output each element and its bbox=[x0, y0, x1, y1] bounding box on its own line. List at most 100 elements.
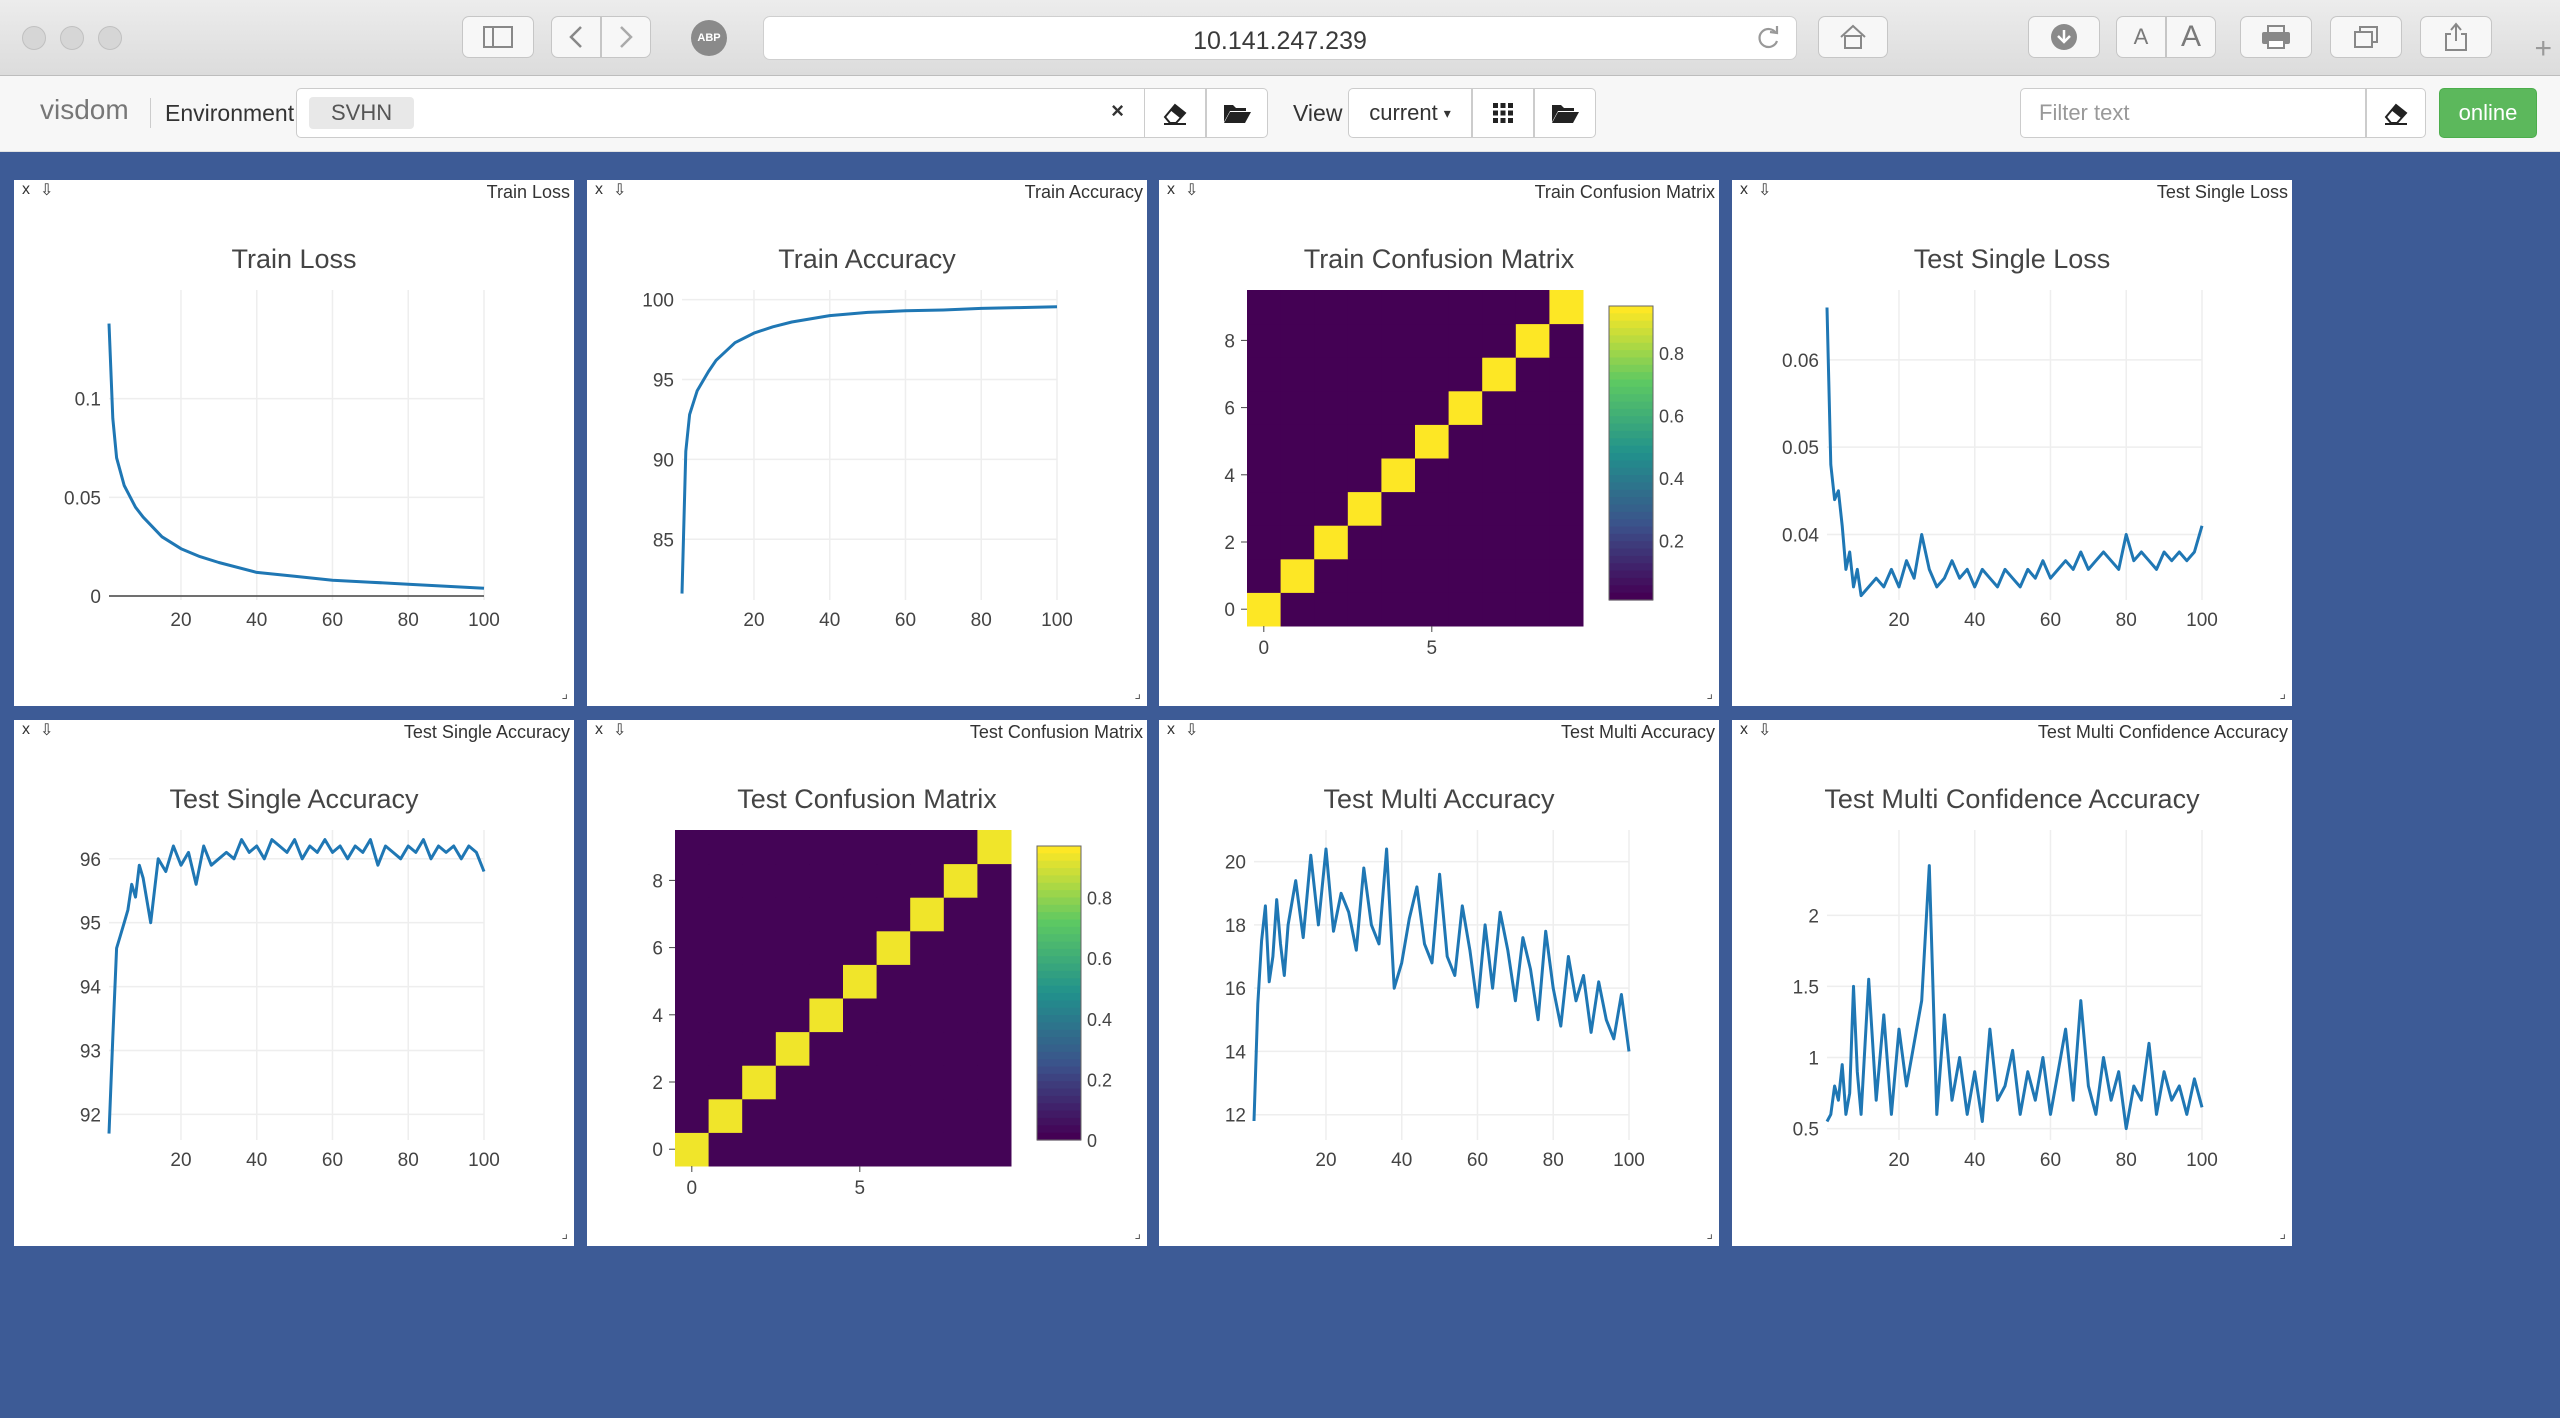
repack-button[interactable] bbox=[1472, 88, 1534, 138]
plot-pane[interactable]: x ⇩ Train Loss ⌟ Train Loss 20 40 60 80 100 0 0.05 0… bbox=[14, 180, 574, 706]
plot-pane[interactable]: x ⇩ Test Multi Confidence Accuracy ⌟ Test Mu… bbox=[1732, 720, 2292, 1246]
close-pane-icon[interactable]: x bbox=[1740, 721, 1748, 738]
download-pane-icon[interactable]: ⇩ bbox=[613, 722, 627, 739]
download-pane-icon[interactable]: ⇩ bbox=[1185, 722, 1199, 739]
heatmap-cell bbox=[675, 1132, 710, 1167]
minimize-window-button[interactable] bbox=[60, 26, 84, 50]
plot-pane[interactable]: x ⇩ Train Accuracy ⌟ Train Accuracy 20 40 60 80 1… bbox=[587, 180, 1147, 706]
colorbar-segment bbox=[1037, 1059, 1081, 1068]
colorbar-border bbox=[1036, 845, 1082, 1141]
tabs-button[interactable] bbox=[2330, 16, 2402, 58]
x-tick-label: 100 bbox=[2186, 1150, 2218, 1171]
close-pane-icon[interactable]: x bbox=[1167, 181, 1175, 198]
heatmap-cell bbox=[1415, 592, 1450, 627]
clear-environment-button[interactable] bbox=[1144, 88, 1206, 138]
environment-tag[interactable]: SVHN bbox=[309, 97, 415, 129]
download-pane-icon[interactable]: ⇩ bbox=[40, 182, 54, 199]
home-button[interactable] bbox=[1818, 16, 1888, 58]
heatmap-cell bbox=[775, 1031, 810, 1066]
colorbar-segment bbox=[1609, 430, 1653, 439]
heatmap-cell bbox=[1381, 357, 1416, 392]
close-window-button[interactable] bbox=[22, 26, 46, 50]
heatmap-cell bbox=[1347, 558, 1382, 593]
sidebar-toggle-button[interactable] bbox=[462, 16, 534, 58]
y-tick-label: 93 bbox=[80, 1042, 101, 1063]
heatmap-cell bbox=[1314, 525, 1349, 560]
download-pane-icon[interactable]: ⇩ bbox=[1758, 182, 1772, 199]
text-bigger-button[interactable]: A bbox=[2166, 16, 2216, 58]
x-tick-label: 100 bbox=[1613, 1150, 1645, 1171]
filter-text-input[interactable] bbox=[2020, 88, 2366, 138]
pane-label: Test Multi Confidence Accuracy bbox=[2037, 722, 2288, 742]
plot-pane[interactable]: x ⇩ Test Confusion Matrix ⌟ Test Confusion M… bbox=[587, 720, 1147, 1246]
close-pane-icon[interactable]: x bbox=[1167, 721, 1175, 738]
manage-views-button[interactable] bbox=[1534, 88, 1596, 138]
clear-filter-button[interactable] bbox=[2366, 88, 2426, 138]
plot-pane[interactable]: x ⇩ Test Single Loss ⌟ Test Single Loss 20 40 6… bbox=[1732, 180, 2292, 706]
close-pane-icon[interactable]: x bbox=[22, 181, 30, 198]
resize-handle-icon[interactable]: ⌟ bbox=[1134, 1225, 1141, 1241]
clear-environment-icon[interactable]: × bbox=[1111, 98, 1124, 123]
downloads-button[interactable] bbox=[2028, 16, 2100, 58]
resize-handle-icon[interactable]: ⌟ bbox=[561, 685, 568, 701]
heatmap-cell bbox=[1415, 458, 1450, 493]
back-button[interactable] bbox=[551, 16, 601, 58]
resize-handle-icon[interactable]: ⌟ bbox=[1706, 1225, 1713, 1241]
heatmap-cell bbox=[1415, 357, 1450, 392]
heatmap-cell bbox=[1549, 424, 1584, 459]
resize-handle-icon[interactable]: ⌟ bbox=[2279, 685, 2286, 701]
address-bar[interactable]: 10.141.247.239 bbox=[763, 16, 1797, 60]
home-icon bbox=[1840, 24, 1866, 49]
close-pane-icon[interactable]: x bbox=[1740, 181, 1748, 198]
colorbar-segment bbox=[1609, 482, 1653, 491]
y-tick-label: 1 bbox=[1808, 1049, 1819, 1070]
zoom-window-button[interactable] bbox=[98, 26, 122, 50]
y-tick-label: 94 bbox=[80, 978, 102, 999]
heatmap-cell bbox=[1347, 491, 1382, 526]
download-pane-icon[interactable]: ⇩ bbox=[613, 182, 627, 199]
heatmap-cell bbox=[876, 1132, 911, 1167]
colorbar-segment bbox=[1037, 1103, 1081, 1112]
heatmap-cell bbox=[675, 930, 710, 965]
heatmap-cell bbox=[1415, 323, 1450, 358]
reload-icon[interactable] bbox=[1756, 25, 1782, 51]
print-button[interactable] bbox=[2240, 16, 2312, 58]
resize-handle-icon[interactable]: ⌟ bbox=[1706, 685, 1713, 701]
x-tick-label: 40 bbox=[819, 610, 840, 631]
heatmap-cell bbox=[1549, 390, 1584, 425]
heatmap-cell bbox=[1415, 424, 1450, 459]
resize-handle-icon[interactable]: ⌟ bbox=[2279, 1225, 2286, 1241]
heatmap-cell bbox=[1482, 558, 1517, 593]
heatmap-cell bbox=[843, 1132, 878, 1167]
download-pane-icon[interactable]: ⇩ bbox=[40, 722, 54, 739]
connection-status-button[interactable]: online bbox=[2439, 88, 2537, 138]
plot-pane[interactable]: x ⇩ Train Confusion Matrix ⌟ Train Confusion… bbox=[1159, 180, 1719, 706]
download-pane-icon[interactable]: ⇩ bbox=[1758, 722, 1772, 739]
heatmap-cell bbox=[1515, 290, 1550, 325]
close-pane-icon[interactable]: x bbox=[22, 721, 30, 738]
colorbar-segment bbox=[1037, 846, 1081, 854]
resize-handle-icon[interactable]: ⌟ bbox=[1134, 685, 1141, 701]
heatmap-cell bbox=[910, 1031, 945, 1066]
x-tick-label: 100 bbox=[1041, 610, 1073, 631]
environment-select[interactable]: SVHN × bbox=[296, 88, 1145, 138]
share-button[interactable] bbox=[2420, 16, 2492, 58]
close-pane-icon[interactable]: x bbox=[595, 721, 603, 738]
close-pane-icon[interactable]: x bbox=[595, 181, 603, 198]
text-smaller-button[interactable]: A bbox=[2116, 16, 2166, 58]
plot-pane[interactable]: x ⇩ Test Single Accuracy ⌟ Test Single Accur… bbox=[14, 720, 574, 1246]
colorbar-segment bbox=[1037, 912, 1081, 921]
adblock-icon[interactable]: ABP bbox=[691, 20, 727, 56]
view-dropdown[interactable]: current ▾ bbox=[1348, 88, 1472, 138]
plot-pane[interactable]: x ⇩ Test Multi Accuracy ⌟ Test Multi Accurac… bbox=[1159, 720, 1719, 1246]
forward-button[interactable] bbox=[601, 16, 651, 58]
new-tab-button[interactable]: + bbox=[2534, 32, 2552, 66]
brand-logo[interactable]: visdom bbox=[40, 94, 129, 125]
heatmap-cell bbox=[708, 897, 743, 932]
resize-handle-icon[interactable]: ⌟ bbox=[561, 1225, 568, 1241]
heatmap-cell bbox=[876, 863, 911, 898]
download-pane-icon[interactable]: ⇩ bbox=[1185, 182, 1199, 199]
manage-environments-button[interactable] bbox=[1206, 88, 1268, 138]
heatmap-cell bbox=[1482, 424, 1517, 459]
